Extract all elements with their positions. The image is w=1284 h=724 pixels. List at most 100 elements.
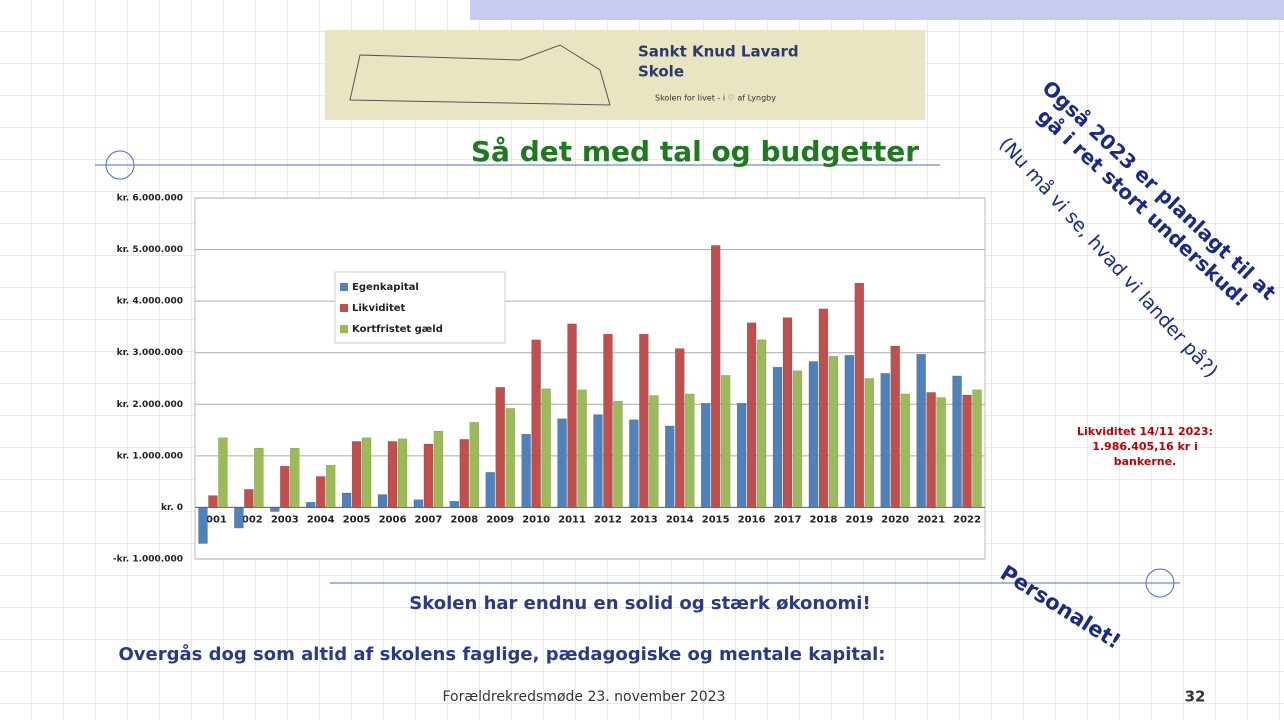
bar xyxy=(962,394,972,508)
y-tick-label: kr. 4.000.000 xyxy=(117,297,183,307)
bar xyxy=(603,333,613,508)
bar xyxy=(423,443,434,508)
logo-name: Skole xyxy=(638,63,684,81)
bar xyxy=(900,393,910,508)
ornament xyxy=(105,150,135,180)
bar xyxy=(567,323,577,508)
bar xyxy=(916,354,926,508)
bar xyxy=(557,418,567,508)
bar xyxy=(351,441,362,508)
bar xyxy=(413,499,424,508)
y-tick-label: kr. 0 xyxy=(161,503,183,513)
bar xyxy=(936,397,946,508)
liquidity-line: 1.986.405,16 kr i xyxy=(1092,440,1198,453)
bar xyxy=(198,507,208,544)
legend-swatch xyxy=(340,283,348,291)
legend-box xyxy=(334,271,506,344)
y-tick-label: -kr. 1.000.000 xyxy=(113,555,183,565)
bar xyxy=(675,348,685,508)
legend-label: Egenkapital xyxy=(352,282,419,293)
top-band xyxy=(470,0,1284,20)
bar xyxy=(254,447,264,508)
bar xyxy=(700,403,711,508)
y-tick-label: kr. 1.000.000 xyxy=(117,451,183,461)
legend-label: Kortfristet gæld xyxy=(352,324,443,335)
x-tick-label: 2007 xyxy=(414,514,442,525)
liquidity-line: Likviditet 14/11 2023: xyxy=(1077,425,1213,438)
bar xyxy=(469,422,480,508)
y-tick-label: kr. 6.000.000 xyxy=(117,194,183,204)
x-tick-label: 2012 xyxy=(594,514,622,525)
x-tick-label: 2001 xyxy=(199,514,227,525)
x-tick-label: 2022 xyxy=(953,514,981,525)
bar xyxy=(577,389,587,508)
bar xyxy=(639,333,649,508)
logo-motto: Skolen for livet - i ♡ af Lyngby xyxy=(655,94,776,103)
bar xyxy=(361,437,372,508)
x-tick-label: 2006 xyxy=(379,514,407,525)
x-tick-label: 2020 xyxy=(881,514,909,525)
x-tick-label: 2004 xyxy=(307,514,335,525)
bar xyxy=(377,494,388,508)
bar xyxy=(505,408,515,508)
bar xyxy=(244,489,254,508)
bar xyxy=(208,495,218,508)
page-number: 32 xyxy=(1185,688,1206,706)
x-tick-label: 2008 xyxy=(450,514,478,525)
bar xyxy=(387,441,398,508)
bar xyxy=(926,392,936,508)
bar xyxy=(880,373,890,508)
bar xyxy=(746,322,757,508)
legend-label: Likviditet xyxy=(352,303,406,314)
bar xyxy=(756,339,767,508)
bar xyxy=(315,476,326,508)
bar xyxy=(864,378,875,508)
liquidity-line: bankerne. xyxy=(1114,455,1177,468)
x-tick-label: 2013 xyxy=(630,514,658,525)
y-tick-label: kr. 5.000.000 xyxy=(117,245,183,255)
bar xyxy=(972,389,982,508)
bar xyxy=(397,438,408,508)
bar xyxy=(854,282,865,508)
bar xyxy=(629,419,639,508)
x-tick-label: 2009 xyxy=(486,514,514,525)
slide-title: Så det med tal og budgetter xyxy=(471,135,919,168)
bar xyxy=(818,308,829,508)
bar xyxy=(433,430,444,508)
x-tick-label: 2014 xyxy=(666,514,694,525)
x-tick-label: 2017 xyxy=(774,514,802,525)
surpassed: Overgås dog som altid af skolens faglige… xyxy=(118,643,885,665)
bar xyxy=(541,388,551,508)
statement: Skolen har endnu en solid og stærk økono… xyxy=(409,593,870,614)
x-tick-label: 2018 xyxy=(809,514,837,525)
bar xyxy=(828,356,839,508)
x-tick-label: 2010 xyxy=(522,514,550,525)
y-tick-label: kr. 2.000.000 xyxy=(117,400,183,410)
logo-name: Sankt Knud Lavard xyxy=(638,43,799,61)
bar xyxy=(341,492,352,508)
bar xyxy=(792,370,803,508)
bar xyxy=(710,245,721,508)
chart: -kr. 1.000.000 kr. 0 kr. 1.000.000 kr. 2.00… xyxy=(113,194,986,565)
x-tick-label: 2011 xyxy=(558,514,586,525)
bar xyxy=(593,414,603,508)
legend-swatch xyxy=(340,304,348,312)
bar xyxy=(280,465,290,508)
footer: Forældrekredsmøde 23. november 2023 xyxy=(443,689,726,705)
bar xyxy=(736,403,747,508)
bar xyxy=(459,439,470,508)
bar xyxy=(808,361,819,508)
x-tick-label: 2021 xyxy=(917,514,945,525)
bar xyxy=(234,507,244,529)
x-tick-label: 2016 xyxy=(738,514,766,525)
bar xyxy=(521,433,531,508)
bar xyxy=(685,393,695,508)
bar xyxy=(665,425,675,508)
bar xyxy=(844,355,855,508)
logo-box xyxy=(325,30,925,120)
bar xyxy=(485,472,495,508)
bar xyxy=(782,317,793,508)
legend-swatch xyxy=(340,325,348,333)
